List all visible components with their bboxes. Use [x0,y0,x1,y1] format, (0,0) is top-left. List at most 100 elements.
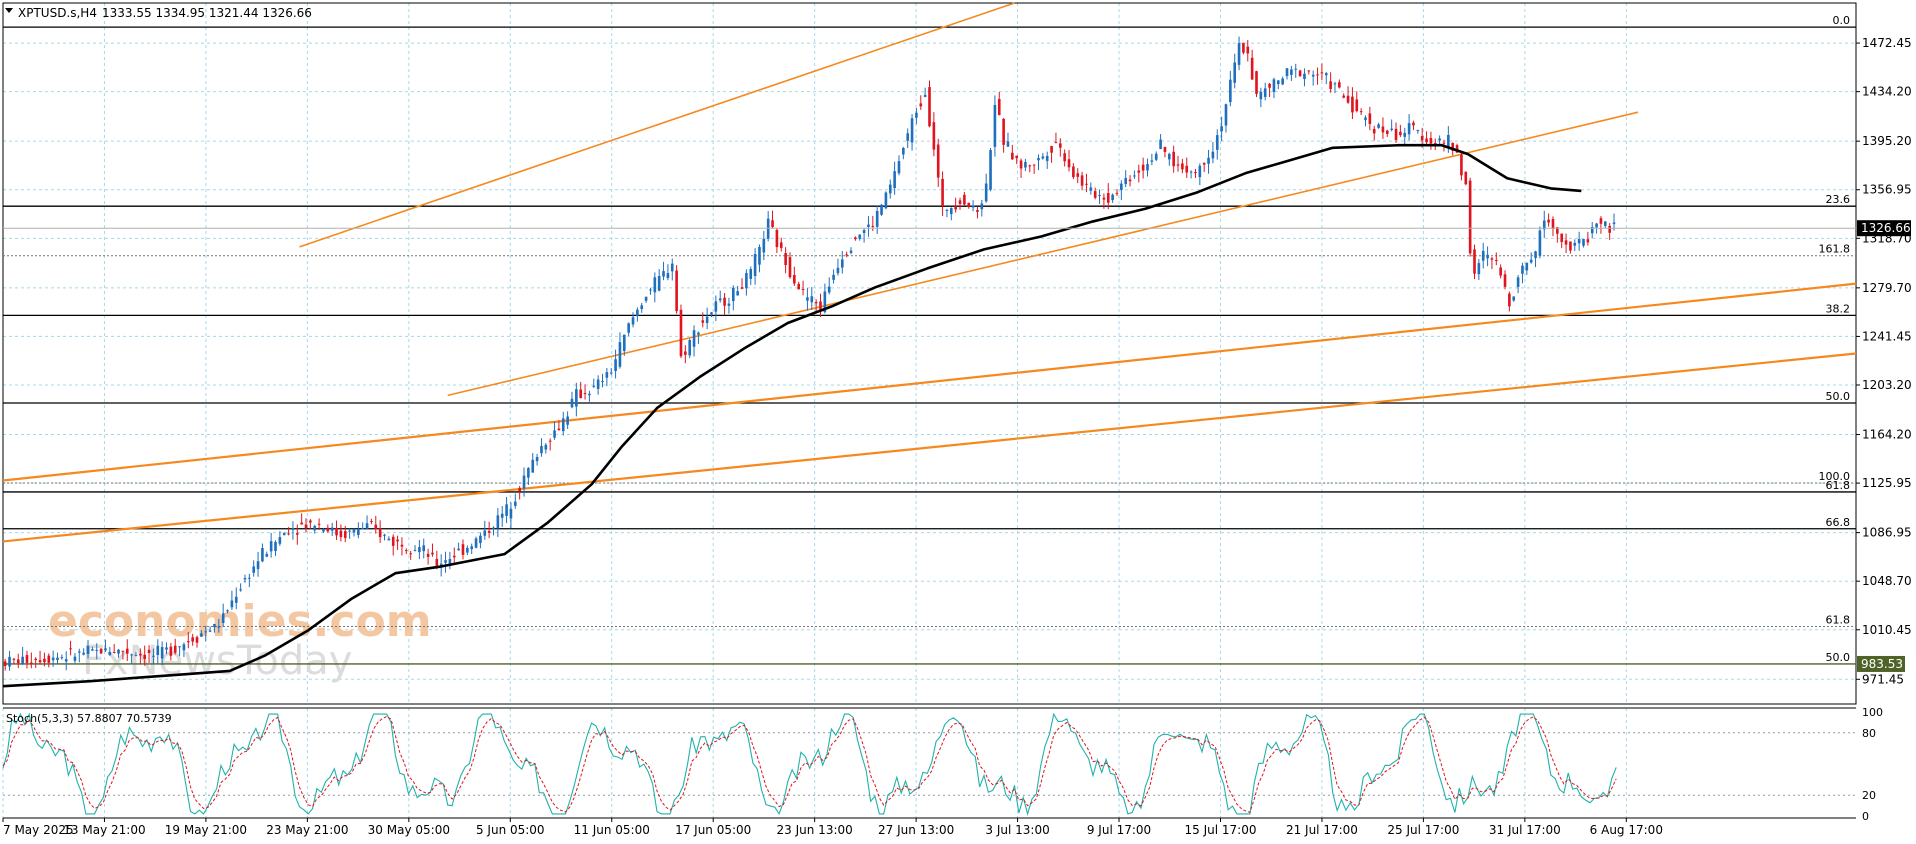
candle [566,411,569,429]
y-tick-label: 1164.20 [1862,428,1912,442]
candle [579,381,583,399]
watermark-economies: economies.com [48,596,432,647]
candle [636,307,639,322]
candle [745,269,748,296]
candle [1551,216,1555,237]
candle [64,651,68,671]
candle [1006,132,1010,147]
candle [178,646,181,657]
candle [1294,63,1298,78]
candle [649,287,652,295]
y-tick-label: 1434.20 [1862,85,1912,99]
y-tick-label: 1395.20 [1862,134,1912,148]
candle [256,551,260,577]
candle [679,304,683,359]
candle [1172,145,1175,173]
candle [1011,144,1014,160]
candle [1311,70,1315,86]
candle [1590,222,1594,239]
candle [1473,244,1476,280]
candle [1307,70,1311,75]
y-tick-label: 1010.45 [1862,623,1912,637]
candle [370,518,373,525]
candle [1390,119,1393,132]
candle [134,652,138,657]
candle [248,573,251,588]
candle [928,80,931,128]
candle [697,331,700,344]
candle [710,312,713,317]
candle [1364,115,1367,127]
candle [718,290,722,303]
fib-level-label: 50.0 [1826,390,1851,403]
candle [121,650,125,660]
candle [1268,82,1271,98]
candle [43,652,46,667]
candle [1481,242,1485,269]
fib-level-label: 23.6 [1826,193,1851,206]
x-tick-label: 19 May 21:00 [165,823,247,837]
candle [1416,129,1420,134]
svg-text:983.53: 983.53 [1861,657,1903,671]
candle [1181,158,1184,174]
candle [993,95,997,157]
candle [858,234,862,241]
candle [1494,252,1498,266]
candle [1272,77,1276,99]
candle [1150,153,1154,166]
candle [487,521,491,539]
candle [583,384,587,400]
candle [204,625,208,642]
candle [56,652,59,665]
channel-line [2,352,1857,543]
candle [195,635,199,648]
candle [880,203,883,216]
candle [1355,91,1359,113]
stoch-signal-line [2,716,1617,813]
watermark-fxnewstoday: FxNewsToday [82,638,352,684]
candle [570,391,574,409]
current-price-tag: 1326.66 [1857,220,1911,237]
candle [1246,39,1250,62]
candle [701,312,705,328]
candle [1037,154,1040,171]
candle [1019,158,1023,178]
candle [282,532,286,536]
candle [357,522,360,539]
symbol-dropdown-icon[interactable] [5,8,13,13]
candle [1211,142,1215,164]
candle [1464,171,1468,186]
candle [644,296,648,303]
candle [810,287,814,310]
candle [875,205,879,234]
candle [1128,175,1132,187]
candle [99,648,103,655]
candle [845,251,848,258]
candle [208,626,212,633]
candle [575,382,578,417]
candle [740,278,744,290]
candle [548,438,552,451]
candle [1233,53,1237,89]
candle [1085,173,1088,193]
x-tick-label: 31 Jul 17:00 [1489,823,1561,837]
candle [509,502,513,529]
candle [1281,76,1284,86]
candle [984,173,988,203]
candle [1220,116,1223,142]
candle [670,258,674,281]
candle [976,207,979,219]
candle [1285,67,1289,80]
candle [217,618,221,633]
candle [108,646,112,656]
candle [1372,125,1376,141]
candle [112,643,116,654]
candle [1525,262,1529,275]
candle [588,390,591,402]
candle [1176,155,1180,172]
candle [309,519,312,530]
candle [862,228,866,243]
candle [1512,296,1516,302]
candle [3,658,7,671]
